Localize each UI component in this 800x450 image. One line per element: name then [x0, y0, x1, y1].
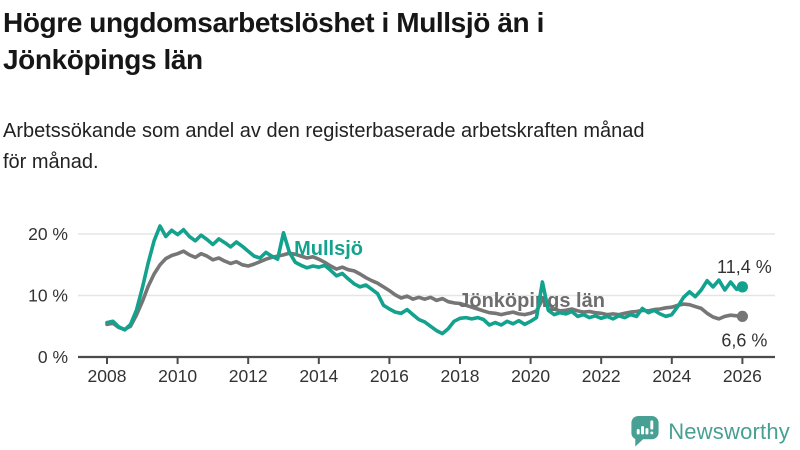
- y-tick-label: 10 %: [28, 286, 68, 306]
- line-chart: 2008 2010 2012 2014 2016 2018 2020 2022 2024 2026…: [28, 224, 775, 386]
- page-subtitle: Arbetssökande som andel av den registerb…: [3, 120, 645, 173]
- page-title: Högre ungdomsarbetslöshet i Mullsjö än i…: [3, 7, 544, 75]
- series-name-label-mullsjo: Mullsjö: [294, 238, 363, 260]
- newsworthy-speech-bubble-chart-icon: [631, 415, 659, 447]
- x-tick-label: 2008: [88, 366, 127, 386]
- x-tick-label: 2020: [511, 366, 550, 386]
- x-tick-label: 2026: [723, 366, 762, 386]
- y-tick-label: 20 %: [28, 224, 68, 244]
- series-end-value-label: 6,6 %: [721, 330, 767, 350]
- y-tick-label: 0 %: [38, 347, 68, 367]
- newsworthy-logo[interactable]: Newsworthy: [629, 415, 790, 448]
- x-tick-label: 2024: [652, 366, 691, 386]
- series-line-mullsjo: [105, 224, 745, 336]
- x-tick-label: 2014: [299, 366, 338, 386]
- series-end-dot-mullsjo: [736, 281, 749, 293]
- x-tick-label: 2018: [441, 366, 480, 386]
- x-tick-label: 2022: [582, 366, 621, 386]
- series-end-dot-jonkopings-lan: [736, 310, 749, 323]
- newsworthy-logo-text: Newsworthy: [668, 418, 790, 444]
- series-name-label-jonkopings-lan: Jönköpings län: [458, 290, 605, 312]
- x-tick-label: 2016: [370, 366, 409, 386]
- series-end-value-label: 11,4 %: [717, 257, 772, 277]
- x-tick-label: 2012: [229, 366, 268, 386]
- series-line-jonkopings-lan: [105, 249, 745, 332]
- x-tick-label: 2010: [158, 366, 197, 386]
